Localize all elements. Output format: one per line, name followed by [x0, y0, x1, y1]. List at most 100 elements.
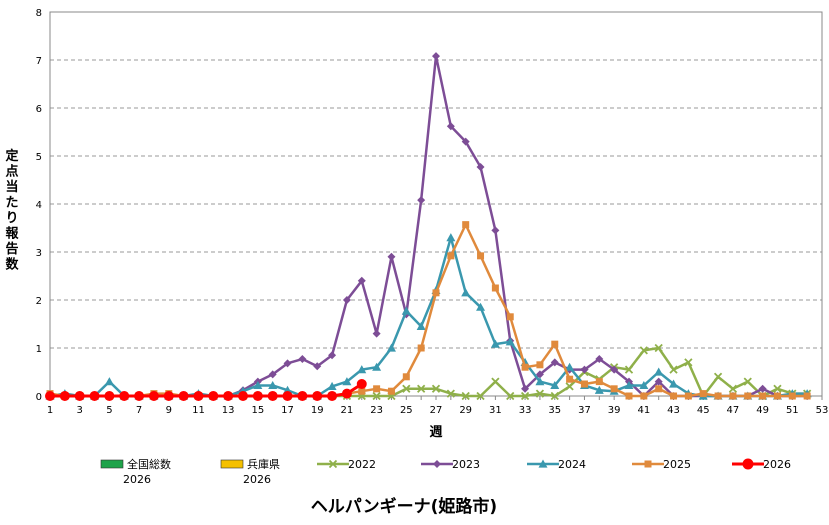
data-point — [386, 343, 396, 352]
data-point — [402, 384, 411, 393]
data-point — [253, 380, 263, 390]
legend-label-year: 2026 — [123, 473, 151, 486]
data-point — [580, 365, 589, 374]
x-tick-label: 37 — [578, 405, 591, 416]
data-point — [313, 362, 322, 371]
data-point — [594, 385, 604, 394]
data-point — [491, 284, 499, 292]
data-point — [684, 358, 693, 367]
x-tick-label: 43 — [667, 405, 680, 416]
legend-marker — [328, 459, 338, 469]
data-point — [267, 391, 278, 401]
data-point — [163, 391, 174, 401]
data-point — [327, 391, 338, 401]
data-point — [402, 373, 410, 381]
data-point — [788, 392, 796, 400]
data-point — [446, 389, 455, 398]
x-tick-label: 39 — [608, 405, 621, 416]
data-point — [342, 377, 352, 386]
data-point — [268, 380, 278, 390]
y-tick-label: 3 — [36, 248, 42, 259]
x-tick-label: 27 — [430, 405, 443, 416]
legend-label: 2025 — [663, 458, 691, 471]
data-point — [669, 365, 678, 374]
x-tick-label: 21 — [341, 405, 354, 416]
data-point — [684, 392, 692, 400]
data-point — [178, 391, 189, 401]
data-point — [654, 367, 664, 376]
data-point — [654, 377, 663, 386]
data-point — [714, 392, 722, 400]
data-point — [358, 387, 366, 395]
y-tick-label: 8 — [36, 8, 42, 19]
x-tick-label: 3 — [77, 405, 83, 416]
data-point — [341, 388, 352, 399]
data-point — [610, 365, 619, 374]
data-point — [446, 122, 455, 131]
data-point — [639, 346, 648, 355]
data-point — [298, 355, 307, 364]
data-point — [505, 337, 515, 346]
data-point — [758, 384, 767, 393]
y-axis-label: 定点当たり報告数 — [4, 148, 19, 273]
data-point — [729, 392, 737, 400]
legend-item: 2024 — [527, 458, 586, 471]
data-point — [312, 391, 323, 401]
data-point — [550, 391, 559, 401]
chart-title: ヘルパンギーナ(姫路市) — [311, 496, 497, 517]
data-point — [342, 296, 351, 304]
legend-swatch — [100, 459, 124, 469]
data-point — [89, 391, 100, 401]
y-axis-ticks: 0 1 2 3 4 5 6 7 8 — [36, 8, 42, 403]
data-point — [134, 391, 145, 401]
data-point — [521, 384, 530, 393]
data-point — [655, 385, 663, 393]
data-point — [624, 380, 634, 390]
data-point — [372, 391, 381, 401]
data-point — [773, 384, 782, 393]
data-point — [372, 329, 381, 338]
data-point — [595, 355, 604, 364]
data-point — [535, 377, 545, 386]
legend-swatch — [220, 459, 244, 469]
data-point — [491, 377, 500, 386]
data-point — [193, 391, 204, 401]
data-point — [148, 391, 159, 401]
data-point — [550, 380, 560, 390]
legend-label: 2026 — [763, 458, 791, 471]
data-point — [252, 391, 263, 401]
x-tick-label: 45 — [697, 405, 710, 416]
legend-label: 全国総数 — [127, 457, 171, 471]
data-point — [477, 252, 485, 260]
data-point — [520, 391, 530, 401]
x-tick-label: 51 — [786, 405, 799, 416]
data-point — [59, 391, 70, 401]
series-line-2026 — [50, 382, 363, 398]
series-line-2022 — [50, 346, 808, 398]
data-point — [372, 362, 382, 371]
data-point — [356, 379, 367, 389]
data-point — [535, 389, 545, 398]
data-point — [490, 339, 500, 348]
series-group — [45, 52, 812, 401]
data-point — [551, 340, 559, 348]
legend-item: 兵庫県 2026 — [220, 457, 280, 486]
data-point — [357, 365, 367, 374]
data-point — [699, 390, 707, 398]
data-point — [297, 391, 308, 401]
legend-item: 2022 — [317, 458, 376, 471]
data-point — [624, 365, 634, 374]
data-point — [461, 391, 470, 401]
y-tick-label: 6 — [36, 104, 42, 115]
x-axis-ticks: 1 3 5 7 9 11 13 15 17 19 21 23 25 27 29 31 33 35 37 39 41 43 4… — [47, 396, 828, 416]
data-point — [416, 321, 426, 330]
data-point — [595, 378, 603, 386]
data-point — [417, 196, 426, 205]
data-point — [74, 391, 85, 401]
data-point — [506, 313, 514, 321]
data-point — [535, 370, 544, 379]
data-point — [521, 363, 529, 371]
legend-marker — [538, 459, 548, 468]
x-tick-label: 41 — [637, 405, 650, 416]
x-tick-label: 49 — [756, 405, 769, 416]
